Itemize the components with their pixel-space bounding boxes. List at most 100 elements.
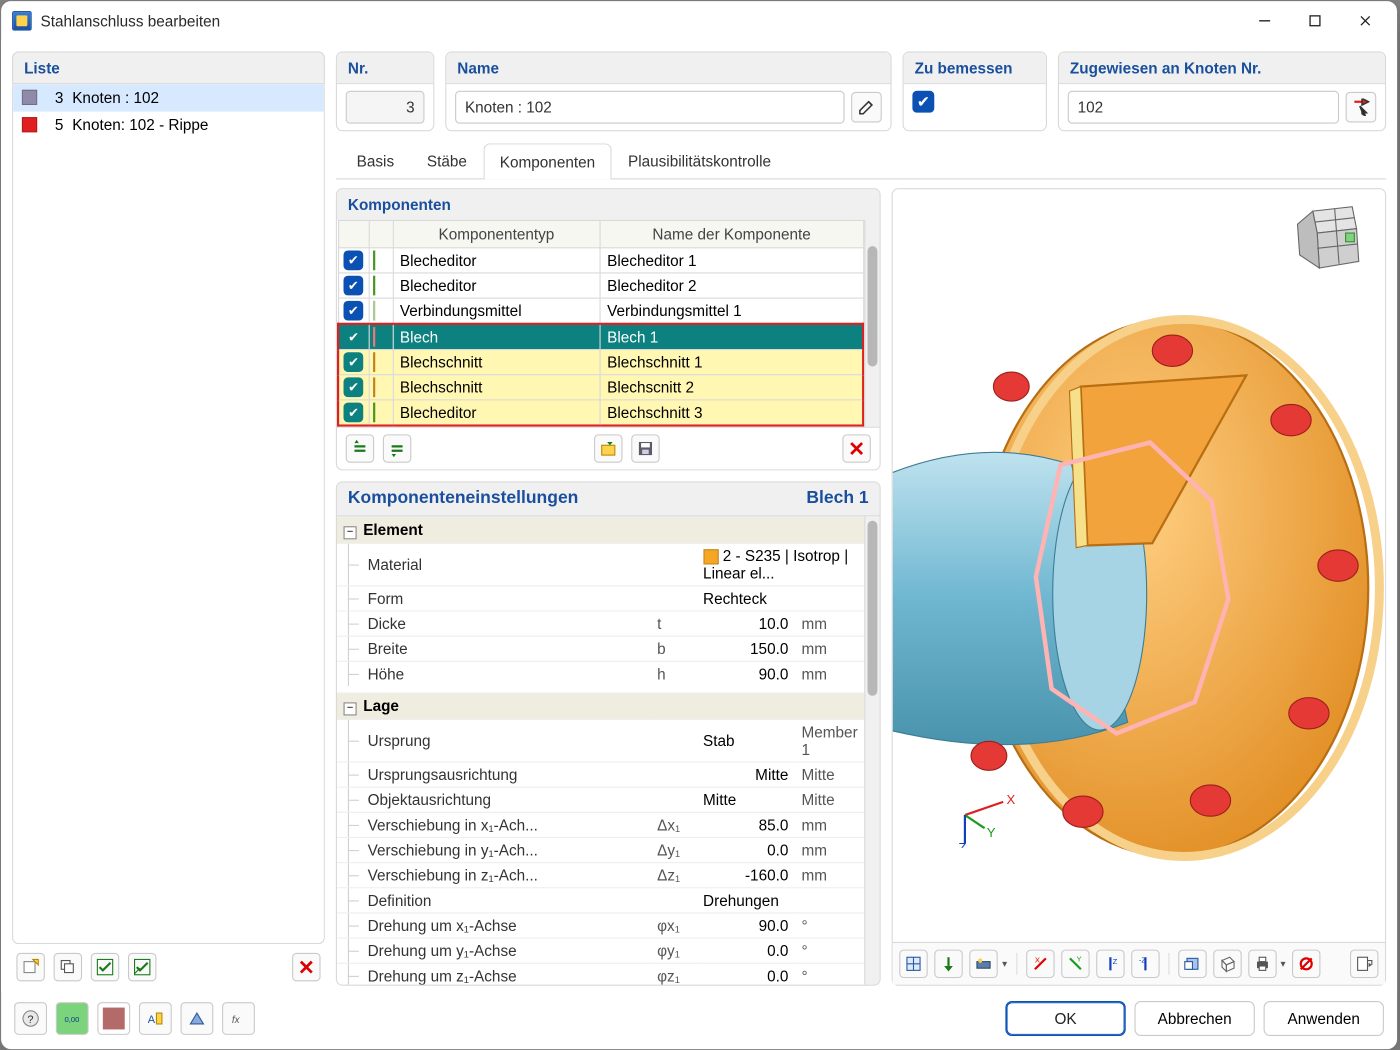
- settings-row[interactable]: Ursprungsausrichtung Mitte Mitte: [337, 762, 864, 787]
- row-checkbox[interactable]: [344, 251, 364, 271]
- svg-text:A: A: [148, 1014, 156, 1026]
- list-item[interactable]: 5 Knoten: 102 - Rippe: [13, 112, 324, 139]
- font-button[interactable]: A: [139, 1002, 172, 1035]
- row-checkbox[interactable]: [344, 327, 364, 347]
- edit-name-button[interactable]: [851, 92, 882, 123]
- vt-view-iso[interactable]: -Z: [1131, 950, 1159, 978]
- assigned-box: Zugewiesen an Knoten Nr.: [1058, 51, 1386, 131]
- units-button[interactable]: 0,00: [56, 1002, 89, 1035]
- maximize-button[interactable]: [1290, 4, 1340, 37]
- svg-text:0,00: 0,00: [65, 1015, 80, 1024]
- vt-show-loads[interactable]: [934, 950, 962, 978]
- copy-item-button[interactable]: [54, 953, 82, 981]
- tab-basis[interactable]: Basis: [340, 142, 410, 178]
- vt-display-mode[interactable]: [899, 950, 927, 978]
- list-panel: 3 Knoten : 102 5 Knoten: 102 - Rippe: [12, 84, 325, 944]
- settings-group[interactable]: −Lage: [337, 693, 864, 719]
- nr-field[interactable]: [346, 91, 425, 124]
- check-all-button[interactable]: [91, 953, 119, 981]
- vt-reset-view[interactable]: [1292, 950, 1320, 978]
- ok-button[interactable]: OK: [1005, 1001, 1125, 1036]
- row-checkbox[interactable]: [344, 403, 364, 423]
- settings-row[interactable]: Material 2 - S235 | Isotrop | Linear el.…: [337, 543, 864, 586]
- vt-view-z[interactable]: Z: [1096, 950, 1124, 978]
- row-color: [373, 301, 375, 321]
- component-row[interactable]: Blech Blech 1: [338, 324, 863, 350]
- minimize-button[interactable]: [1240, 4, 1290, 37]
- vt-view-x[interactable]: X: [1026, 950, 1054, 978]
- bemessen-checkbox[interactable]: [912, 91, 934, 113]
- settings-row[interactable]: Höheh 90.0 mm: [337, 662, 864, 687]
- row-color: [373, 251, 375, 271]
- settings-row[interactable]: Drehung um z₁-Achseφz₁ 0.0 °: [337, 964, 864, 985]
- settings-row[interactable]: Dicket 10.0 mm: [337, 611, 864, 636]
- new-item-button[interactable]: [16, 953, 44, 981]
- tab-stäbe[interactable]: Stäbe: [411, 142, 484, 178]
- row-checkbox[interactable]: [344, 301, 364, 321]
- row-type: Verbindungsmittel: [393, 298, 600, 324]
- tree-collapse-icon[interactable]: −: [344, 703, 357, 716]
- row-name: Verbindungsmittel 1: [600, 298, 863, 324]
- name-field[interactable]: [455, 91, 844, 124]
- delete-component-button[interactable]: [842, 434, 870, 462]
- apply-button[interactable]: Anwenden: [1264, 1001, 1384, 1036]
- delete-item-button[interactable]: [292, 953, 320, 981]
- assigned-field[interactable]: [1068, 91, 1339, 124]
- component-row[interactable]: Blechschnitt Blechschnitt 1: [338, 350, 863, 375]
- vt-print[interactable]: [1248, 950, 1276, 978]
- check-rest-button[interactable]: [128, 953, 156, 981]
- settings-row[interactable]: Breiteb 150.0 mm: [337, 636, 864, 661]
- row-checkbox[interactable]: [344, 377, 364, 397]
- close-button[interactable]: [1340, 4, 1390, 37]
- vt-detach[interactable]: [1350, 950, 1378, 978]
- move-down-button[interactable]: [383, 434, 411, 462]
- nav-cube[interactable]: [1291, 200, 1370, 279]
- nr-label: Nr.: [337, 53, 433, 85]
- viewport-canvas[interactable]: X Y Z: [893, 189, 1385, 942]
- settings-row[interactable]: Verschiebung in z₁-Ach...Δz₁ -160.0 mm: [337, 863, 864, 888]
- vt-view-y[interactable]: Y: [1061, 950, 1089, 978]
- settings-row[interactable]: Verschiebung in x₁-Ach...Δx₁ 85.0 mm: [337, 813, 864, 838]
- settings-row[interactable]: Ursprung Stab Member 1: [337, 720, 864, 763]
- components-toolbar: [337, 427, 880, 470]
- settings-row[interactable]: Form Rechteck: [337, 586, 864, 611]
- help-button[interactable]: ?: [14, 1002, 47, 1035]
- settings-row[interactable]: Drehung um y₁-Achseφy₁ 0.0 °: [337, 938, 864, 963]
- vt-section[interactable]: [1178, 950, 1206, 978]
- svg-text:Y: Y: [1076, 955, 1081, 964]
- vt-wireframe[interactable]: [1213, 950, 1241, 978]
- color-button[interactable]: [97, 1002, 130, 1035]
- settings-row[interactable]: Definition Drehungen: [337, 888, 864, 913]
- components-scrollbar[interactable]: [864, 220, 879, 427]
- cancel-button[interactable]: Abbrechen: [1134, 1001, 1254, 1036]
- load-button[interactable]: [594, 434, 622, 462]
- row-checkbox[interactable]: [344, 276, 364, 296]
- component-row[interactable]: Blecheditor Blechschnitt 3: [338, 400, 863, 426]
- fx-button[interactable]: fx: [222, 1002, 255, 1035]
- component-row[interactable]: Blecheditor Blecheditor 2: [338, 273, 863, 298]
- settings-table: −ElementMaterial 2 - S235 | Isotrop | Li…: [337, 516, 864, 984]
- settings-scrollbar[interactable]: [864, 516, 879, 984]
- vt-show-results[interactable]: [969, 950, 997, 978]
- row-name: Blecheditor 1: [600, 248, 863, 273]
- move-up-button[interactable]: [346, 434, 374, 462]
- color-swatch: [22, 90, 37, 105]
- list-item[interactable]: 3 Knoten : 102: [13, 84, 324, 111]
- pick-node-button[interactable]: [1346, 92, 1377, 123]
- settings-group[interactable]: −Element: [337, 517, 864, 543]
- tabstrip: BasisStäbeKomponentenPlausibilitätskontr…: [336, 142, 1386, 179]
- tab-komponenten[interactable]: Komponenten: [483, 143, 611, 179]
- settings-row[interactable]: Verschiebung in y₁-Ach...Δy₁ 0.0 mm: [337, 838, 864, 863]
- row-checkbox[interactable]: [344, 352, 364, 372]
- bemessen-label: Zu bemessen: [904, 53, 1046, 85]
- component-row[interactable]: Blechschnitt Blechscnitt 2: [338, 375, 863, 400]
- tree-collapse-icon[interactable]: −: [344, 526, 357, 539]
- components-header: Komponenten: [337, 189, 880, 220]
- misc1-button[interactable]: [181, 1002, 214, 1035]
- save-button[interactable]: [631, 434, 659, 462]
- settings-row[interactable]: Objektausrichtung Mitte Mitte: [337, 787, 864, 812]
- settings-row[interactable]: Drehung um x₁-Achseφx₁ 90.0 °: [337, 913, 864, 938]
- component-row[interactable]: Blecheditor Blecheditor 1: [338, 248, 863, 273]
- component-row[interactable]: Verbindungsmittel Verbindungsmittel 1: [338, 298, 863, 324]
- tab-plausibilitätskontrolle[interactable]: Plausibilitätskontrolle: [612, 142, 788, 178]
